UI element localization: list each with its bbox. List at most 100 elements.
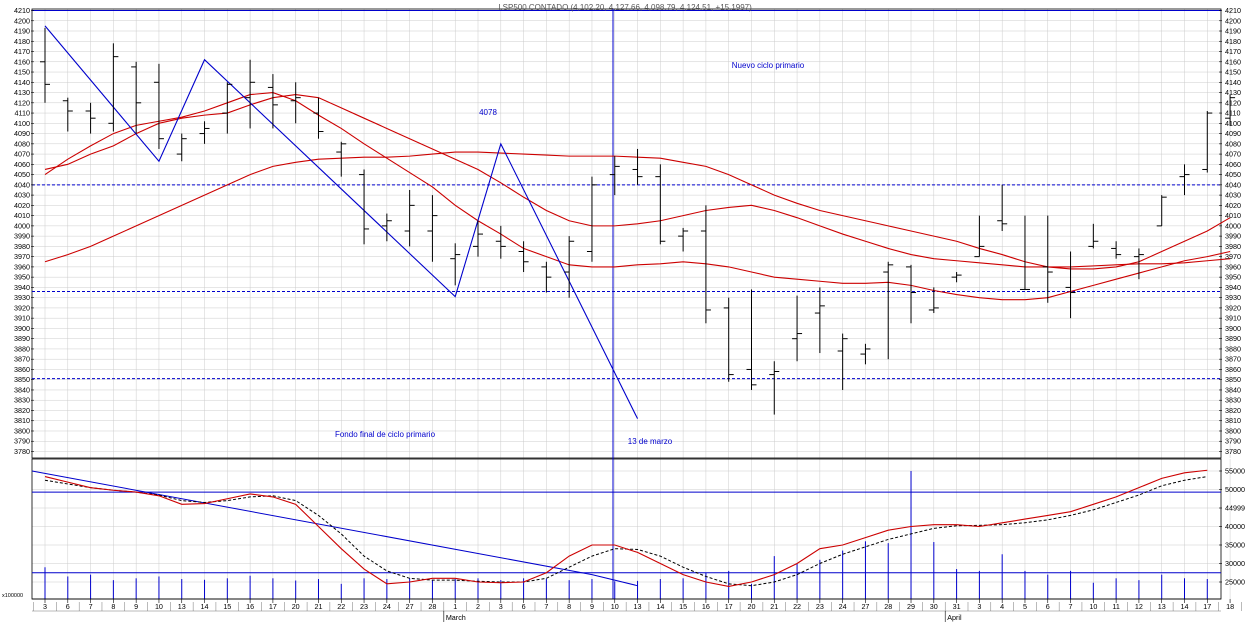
- x-tick-label: 15: [223, 602, 231, 611]
- price-tick-label-left: 4160: [14, 57, 30, 66]
- ohlc-bar: [131, 61, 142, 134]
- price-tick-label-left: 4060: [14, 160, 30, 169]
- price-tick-label-right: 3840: [1225, 385, 1241, 394]
- x-tick-label: 3: [977, 602, 981, 611]
- ohlc-bar: [632, 148, 643, 185]
- ohlc-bar: [85, 102, 96, 134]
- x-tick-label: 10: [1089, 602, 1097, 611]
- price-tick-label-right: 4160: [1225, 57, 1241, 66]
- price-tick-label-left: 4080: [14, 139, 30, 148]
- price-tick-label-right: 4200: [1225, 16, 1241, 25]
- moving-average-line: [44, 91, 1231, 301]
- ohlc-bar: [62, 97, 73, 132]
- ohlc-bar: [1042, 215, 1053, 303]
- x-tick-label: 7: [89, 602, 93, 611]
- price-tick-label-left: 4210: [14, 6, 30, 15]
- price-tick-label-left: 4070: [14, 150, 30, 159]
- price-tick-label-left: 4110: [15, 109, 30, 118]
- x-tick-label: 24: [383, 602, 391, 611]
- ohlc-bar: [814, 287, 825, 354]
- x-tick-label: 13: [634, 602, 642, 611]
- ohlc-bar: [427, 195, 438, 262]
- price-tick-label-right: 3790: [1225, 437, 1241, 446]
- x-tick-label: 20: [747, 602, 755, 611]
- price-tick-label-right: 4060: [1225, 160, 1241, 169]
- x-tick-label: 20: [292, 602, 300, 611]
- x-tick-label: 7: [544, 602, 548, 611]
- x-tick-label: 9: [134, 602, 138, 611]
- x-tick-label: 16: [246, 602, 254, 611]
- ohlc-bar: [746, 289, 757, 390]
- price-tick-label-right: 3850: [1225, 375, 1241, 384]
- x-tick-label: 6: [66, 602, 70, 611]
- ohlc-bar: [290, 82, 301, 124]
- chart-title: I.SP500 CONTADO (4,102.20, 4,127.66, 4,0…: [498, 3, 752, 12]
- price-tick-label-right: 4140: [1225, 78, 1241, 87]
- ohlc-bar: [655, 164, 666, 245]
- ohlc-bar: [381, 213, 392, 242]
- x-tick-label: 5: [1023, 602, 1027, 611]
- oscillator-tick-label: 30000: [1225, 559, 1245, 568]
- price-tick-label-left: 4040: [14, 180, 30, 189]
- ohlc-bar: [108, 43, 119, 132]
- price-tick-label-left: 3830: [14, 396, 30, 405]
- x-tick-label: 27: [861, 602, 869, 611]
- x-tick-label: 8: [111, 602, 115, 611]
- annotation-date-note: 13 de marzo: [628, 437, 673, 446]
- price-tick-label-right: 3910: [1225, 314, 1241, 323]
- price-tick-label-left: 4020: [14, 201, 30, 210]
- price-tick-label-left: 4200: [14, 16, 30, 25]
- month-label: March: [446, 613, 466, 622]
- price-tick-label-left: 4030: [14, 191, 30, 200]
- price-tick-label-right: 3860: [1225, 365, 1241, 374]
- oscillator-trend-line: [591, 574, 638, 587]
- price-tick-label-left: 3790: [14, 437, 30, 446]
- ohlc-bar: [678, 227, 689, 252]
- price-tick-label-left: 4180: [14, 37, 30, 46]
- oscillator-panel: [31, 469, 1221, 599]
- ohlc-bar: [222, 82, 233, 134]
- ohlc-bar: [518, 241, 529, 273]
- price-tick-label-right: 4180: [1225, 37, 1241, 46]
- x-tick-label: 22: [793, 602, 801, 611]
- x-tick-label: 4: [1000, 602, 1004, 611]
- ohlc-bar: [723, 297, 734, 382]
- price-tick-label-left: 3930: [14, 293, 30, 302]
- ohlc-bar: [1088, 223, 1099, 249]
- price-tick-label-left: 4150: [14, 68, 30, 77]
- price-tick-label-left: 3840: [14, 385, 30, 394]
- oscillator-tick-label: 50000: [1225, 485, 1245, 494]
- ohlc-bar: [267, 74, 278, 129]
- moving-average-line: [44, 94, 1231, 268]
- trend-zigzag-line: [44, 25, 639, 419]
- price-tick-label-left: 4190: [14, 27, 30, 36]
- price-tick-label-left: 4120: [14, 98, 30, 107]
- price-tick-label-right: 4210: [1225, 6, 1241, 15]
- price-tick-label-right: 3880: [1225, 344, 1241, 353]
- price-tick-label-right: 4120: [1225, 98, 1241, 107]
- x-tick-label: 21: [314, 602, 322, 611]
- x-tick-label: 1: [453, 602, 457, 611]
- ohlc-bar: [404, 189, 415, 247]
- price-tick-label-right: 4170: [1225, 47, 1241, 56]
- ohlc-bar: [473, 220, 484, 257]
- price-tick-label-right: 3810: [1225, 416, 1241, 425]
- x-tick-label: 10: [611, 602, 619, 611]
- x-tick-label: 7: [1069, 602, 1073, 611]
- price-tick-label-right: 4040: [1225, 180, 1241, 189]
- annotation-new-cycle: Nuevo ciclo primario: [732, 61, 805, 70]
- price-tick-label-right: 3970: [1225, 252, 1241, 261]
- ohlc-bar: [541, 261, 552, 293]
- ohlc-bar: [40, 27, 50, 103]
- price-tick-label-right: 3960: [1225, 262, 1241, 271]
- oscillator-tick-label: 40000: [1225, 522, 1245, 531]
- price-tick-label-left: 4170: [14, 47, 30, 56]
- price-tick-label-right: 3890: [1225, 334, 1241, 343]
- price-tick-label-left: 3960: [14, 262, 30, 271]
- price-tick-label-left: 3910: [14, 314, 30, 323]
- price-tick-label-left: 4000: [14, 221, 30, 230]
- price-tick-label-right: 4090: [1225, 129, 1241, 138]
- x-tick-label: 8: [567, 602, 571, 611]
- price-tick-label-left: 3890: [14, 334, 30, 343]
